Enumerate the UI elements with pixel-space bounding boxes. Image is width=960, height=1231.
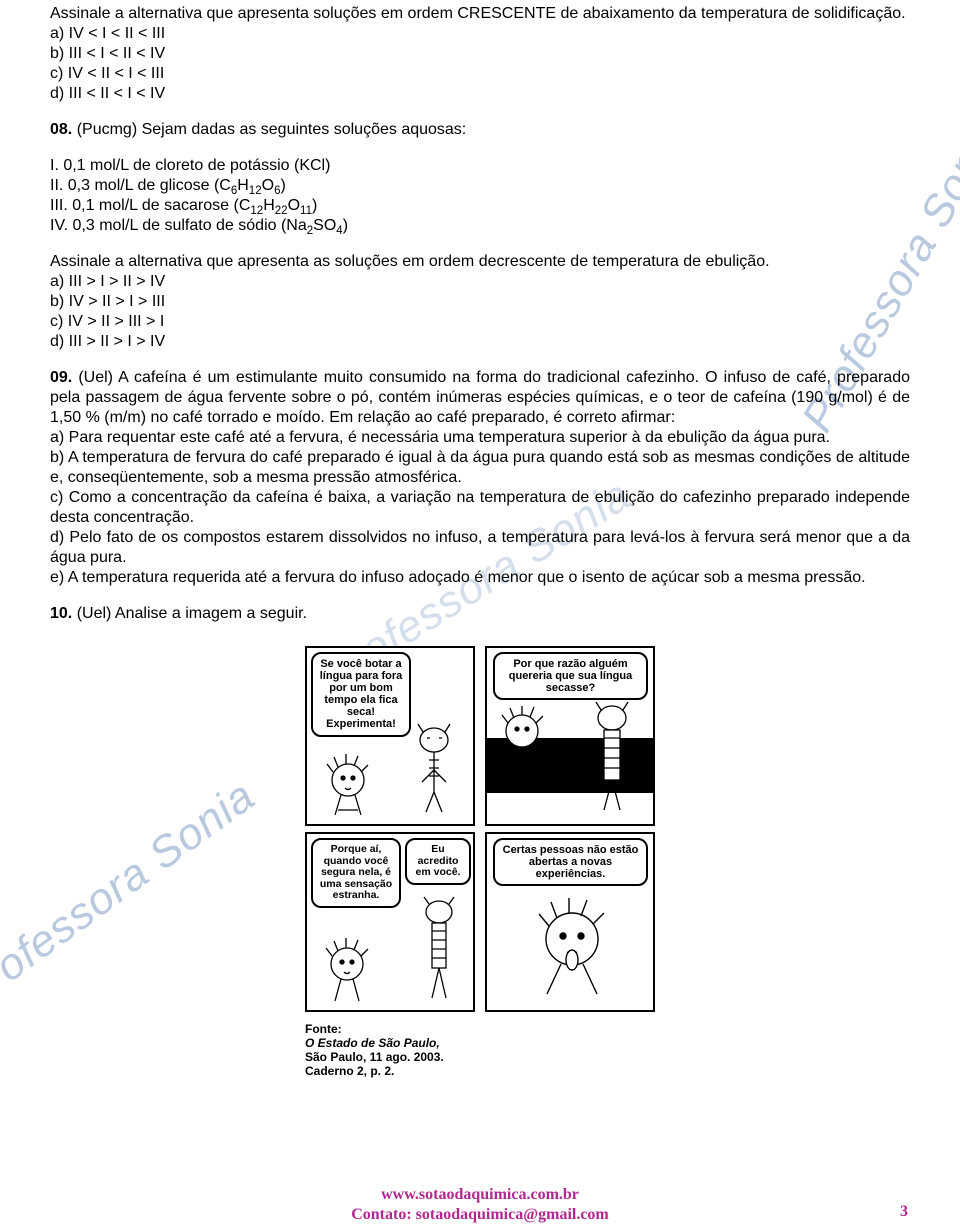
q09-alt-a: a) Para requentar este café até a fervur… [50, 428, 910, 448]
text: II. 0,3 mol/L de glicose (C [50, 177, 231, 194]
text: IV. 0,3 mol/L de sulfato de sódio (Na [50, 217, 307, 234]
footer-contact: Contato: sotaodaquimica@gmail.com [0, 1205, 960, 1225]
text: ) [312, 197, 317, 214]
q08-number: 08. [50, 121, 72, 138]
q08-item-iii: III. 0,1 mol/L de sacarose (C12H22O11) [50, 196, 910, 216]
caption-label: Fonte: [305, 1022, 655, 1036]
q07-alt-c: c) IV < II < I < III [50, 64, 910, 84]
q07-alt-b: b) III < I < II < IV [50, 44, 910, 64]
q10-text: (Uel) Analise a imagem a seguir. [72, 605, 307, 622]
q08-alt-c: c) IV > II > III > I [50, 312, 910, 332]
comic-strip: Se você botar a língua para fora por um … [50, 646, 910, 1078]
q09-alt-c: c) Como a concentração da cafeína é baix… [50, 488, 910, 528]
q08-item-iv: IV. 0,3 mol/L de sulfato de sódio (Na2SO… [50, 216, 910, 236]
caption-line: São Paulo, 11 ago. 2003. [305, 1050, 655, 1064]
q09-alt-e: e) A temperatura requerida até a fervura… [50, 568, 910, 588]
comic-panel-3: Porque aí, quando você segura nela, é um… [305, 832, 475, 1012]
comic-row-1: Se você botar a língua para fora por um … [50, 646, 910, 826]
content: Assinale a alternativa que apresenta sol… [50, 4, 910, 1078]
hobbes-figure [577, 700, 647, 820]
text: SO [313, 217, 336, 234]
text: ) [280, 177, 285, 194]
calvin-figure [313, 750, 393, 820]
q08-heading: 08. (Pucmg) Sejam dadas as seguintes sol… [50, 120, 910, 140]
q09-body: 09. (Uel) A cafeína é um estimulante mui… [50, 368, 910, 428]
comic-caption: Fonte: O Estado de São Paulo, São Paulo,… [305, 1022, 655, 1078]
speech-bubble: Por que razão alguém quereria que sua lí… [493, 652, 648, 700]
q09-alt-d: d) Pelo fato de os compostos estarem dis… [50, 528, 910, 568]
q10-number: 10. [50, 605, 72, 622]
text: H [237, 177, 249, 194]
comic-row-2: Porque aí, quando você segura nela, é um… [50, 832, 910, 1012]
page-number: 3 [900, 1203, 908, 1221]
footer-url: www.sotaodaquimica.com.br [0, 1185, 960, 1205]
text: ) [343, 217, 348, 234]
q08-item-ii: II. 0,3 mol/L de glicose (C6H12O6) [50, 176, 910, 196]
comic-panel-4: Certas pessoas não estão abertas a novas… [485, 832, 655, 1012]
text: H [263, 197, 275, 214]
q09-number: 09. [50, 369, 72, 386]
text: O [288, 197, 300, 214]
page: Professora Sonia Professora Sonia Profes… [0, 0, 960, 1231]
comic-panel-1: Se você botar a língua para fora por um … [305, 646, 475, 826]
speech-bubble: Se você botar a língua para fora por um … [311, 652, 411, 737]
text: O [262, 177, 274, 194]
caption-source: O Estado de São Paulo, [305, 1036, 655, 1050]
hobbes-figure [409, 896, 469, 1006]
text: III. 0,1 mol/L de sacarose (C [50, 197, 250, 214]
q08-alt-b: b) IV > II > I > III [50, 292, 910, 312]
q07-alt-a: a) IV < I < II < III [50, 24, 910, 44]
q09-alt-b: b) A temperatura de fervura do café prep… [50, 448, 910, 488]
caption-line: Caderno 2, p. 2. [305, 1064, 655, 1078]
q07-alt-d: d) III < II < I < IV [50, 84, 910, 104]
q09-text: (Uel) A cafeína é um estimulante muito c… [50, 369, 910, 426]
q08-prompt2: Assinale a alternativa que apresenta as … [50, 252, 910, 272]
comic-panel-2: Por que razão alguém quereria que sua lí… [485, 646, 655, 826]
speech-bubble: Porque aí, quando você segura nela, é um… [311, 838, 401, 908]
calvin-figure [517, 894, 627, 1004]
q10-body: 10. (Uel) Analise a imagem a seguir. [50, 604, 910, 624]
q08-source-text: (Pucmg) Sejam dadas as seguintes soluçõe… [77, 121, 467, 138]
q08-alt-a: a) III > I > II > IV [50, 272, 910, 292]
q08-alt-d: d) III > II > I > IV [50, 332, 910, 352]
calvin-figure [495, 706, 550, 756]
q07-prompt: Assinale a alternativa que apresenta sol… [50, 4, 910, 24]
page-footer: www.sotaodaquimica.com.br Contato: sotao… [0, 1185, 960, 1225]
hobbes-figure [399, 720, 469, 820]
q08-item-i: I. 0,1 mol/L de cloreto de potássio (KCl… [50, 156, 910, 176]
calvin-figure [315, 936, 385, 1006]
speech-bubble: Certas pessoas não estão abertas a novas… [493, 838, 648, 886]
speech-bubble: Eu acredito em você. [405, 838, 471, 885]
